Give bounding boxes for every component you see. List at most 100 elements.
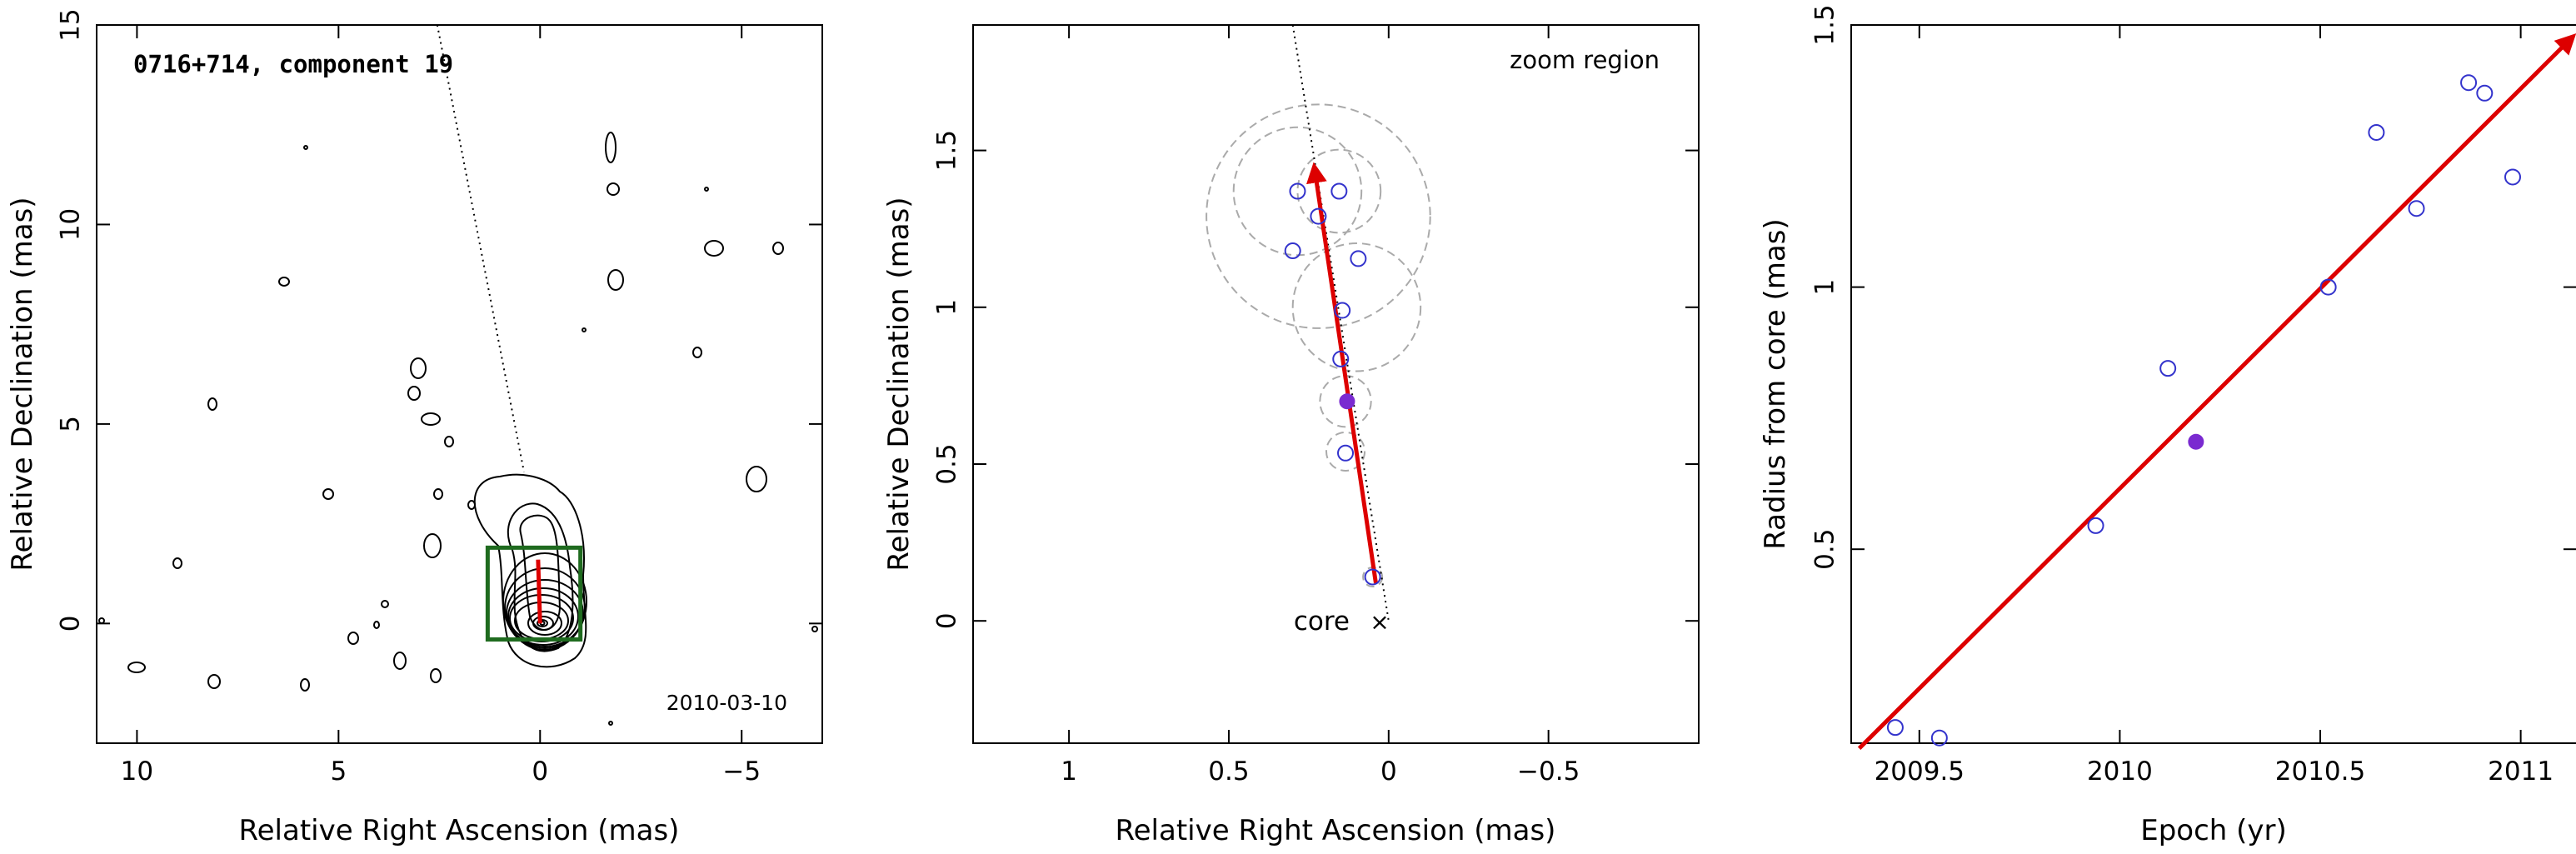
data-point: [2476, 84, 2494, 102]
panel-1-zoom-box: [485, 545, 583, 642]
noise-contour: [608, 721, 613, 726]
noise-contour: [607, 269, 624, 291]
panel-1-y-axis-title: Relative Declination (mas): [6, 197, 39, 571]
noise-contour: [421, 412, 441, 426]
error-circle: [1232, 126, 1363, 257]
core-contour: [507, 587, 579, 646]
panel-2-x-ticks: 1 0.5 0 −0.5: [1061, 25, 1580, 787]
panel-3-radius-vs-epoch: 2009.5 2010 2010.5 2011 0.511.5 Epoch (yr) …: [1759, 4, 2576, 847]
x-tick-label: 2010.5: [2275, 757, 2365, 787]
noise-contour: [127, 662, 146, 673]
panel-2-annotation: zoom region: [1510, 46, 1660, 74]
data-point: [1334, 302, 1351, 319]
noise-contour: [381, 600, 389, 608]
y-tick-label: 0: [932, 612, 962, 629]
noise-contour: [467, 500, 476, 510]
y-tick-label: 0.5: [1810, 529, 1840, 570]
panel-1-plot-area: [96, 24, 823, 744]
noise-contour: [407, 386, 421, 401]
noise-contour: [433, 488, 443, 500]
noise-contour: [746, 466, 767, 492]
data-point: [2159, 360, 2177, 377]
y-tick-label: 1: [932, 299, 962, 316]
noise-contour: [811, 626, 818, 632]
noise-contour: [278, 277, 290, 287]
error-circle: [1206, 103, 1431, 329]
jet-contour: [507, 502, 574, 652]
noise-contour: [772, 242, 784, 255]
highlight-point: [1339, 393, 1355, 410]
noise-contour: [704, 187, 709, 192]
panel-1-contours: [98, 132, 818, 726]
data-point: [1364, 568, 1381, 586]
x-tick-label: 2011: [2488, 757, 2554, 787]
panel-2-y-ticks: 0 0.5 1 1.5: [932, 130, 1699, 629]
panel-2-x-axis-title: Relative Right Ascension (mas): [1116, 814, 1556, 847]
panel-3-plot-area: [1850, 24, 2576, 744]
noise-contour: [303, 145, 308, 150]
data-point: [2408, 200, 2425, 217]
noise-contour: [393, 652, 407, 670]
panel-1-contour-map: 10 5 0 −5 0 5 10 15 0716+714, component 19 201…: [6, 8, 823, 847]
panel-3-points: [1886, 74, 2522, 747]
y-tick-label: 0: [56, 615, 86, 632]
error-circle: [1296, 148, 1382, 234]
noise-contour: [692, 347, 702, 358]
panel-3-fit-line: [1857, 33, 2576, 751]
panel-1-x-axis-title: Relative Right Ascension (mas): [239, 814, 680, 847]
highlight-point: [2188, 433, 2204, 450]
noise-contour: [423, 533, 442, 558]
x-tick-label: 0.5: [1208, 757, 1249, 787]
noise-contour: [322, 488, 334, 500]
noise-contour: [582, 327, 587, 332]
data-point: [2368, 123, 2385, 141]
y-tick-label: 15: [56, 8, 86, 41]
y-tick-label: 10: [56, 208, 86, 241]
data-point: [1330, 182, 1348, 200]
panel-3-x-axis-title: Epoch (yr): [2140, 814, 2287, 847]
y-tick-label: 5: [56, 416, 86, 432]
noise-contour: [410, 357, 427, 379]
core-contour: [509, 594, 574, 642]
panel-2-core-label: core: [1294, 607, 1350, 637]
panel-2-direction-line: [1291, 24, 1390, 622]
noise-contour: [607, 182, 620, 196]
panel-1-direction-line: [436, 24, 525, 472]
data-point: [1289, 182, 1306, 200]
panel-2-y-axis-title: Relative Declination (mas): [882, 197, 916, 571]
panel-2-motion-vector: [1306, 162, 1378, 584]
core-contour: [537, 619, 548, 627]
panel-1-x-ticks: 10 5 0 −5: [121, 25, 761, 787]
panel-1-motion-vector: [536, 559, 542, 624]
panel-1-title: 0716+714, component 19: [133, 50, 453, 78]
panel-3-y-ticks: 0.5 1 1.5: [1810, 4, 2576, 570]
noise-contour: [347, 632, 359, 645]
data-point: [1886, 719, 1904, 737]
x-tick-label: −5: [722, 757, 761, 787]
data-point: [1332, 350, 1350, 367]
panel-2-points: [1284, 182, 1381, 586]
noise-contour: [98, 617, 105, 624]
panel-1-date-label: 2010-03-10: [666, 691, 787, 715]
y-tick-label: 1.5: [1810, 4, 1840, 45]
panel-2-zoom-region: core × zoom region 1 0.5 0 −0.5 0 0.5 1 1.5 Re…: [882, 24, 1700, 847]
noise-contour: [704, 240, 724, 257]
data-point: [2087, 517, 2104, 534]
y-tick-label: 0.5: [932, 443, 962, 484]
noise-contour: [172, 557, 182, 569]
panel-2-error-circles: [1206, 103, 1431, 588]
x-tick-label: 5: [330, 757, 347, 787]
x-tick-label: −0.5: [1517, 757, 1580, 787]
jet-contour: [473, 473, 587, 668]
y-tick-label: 1: [1810, 279, 1840, 296]
data-point: [1310, 207, 1327, 225]
noise-contour: [430, 668, 442, 683]
data-point: [2460, 74, 2478, 92]
data-point: [1337, 444, 1355, 462]
data-point: [2319, 278, 2337, 296]
noise-contour: [444, 436, 454, 447]
x-tick-label: 2009.5: [1875, 757, 1964, 787]
x-tick-label: 1: [1061, 757, 1077, 787]
panel-2-plot-area: [972, 24, 1700, 744]
